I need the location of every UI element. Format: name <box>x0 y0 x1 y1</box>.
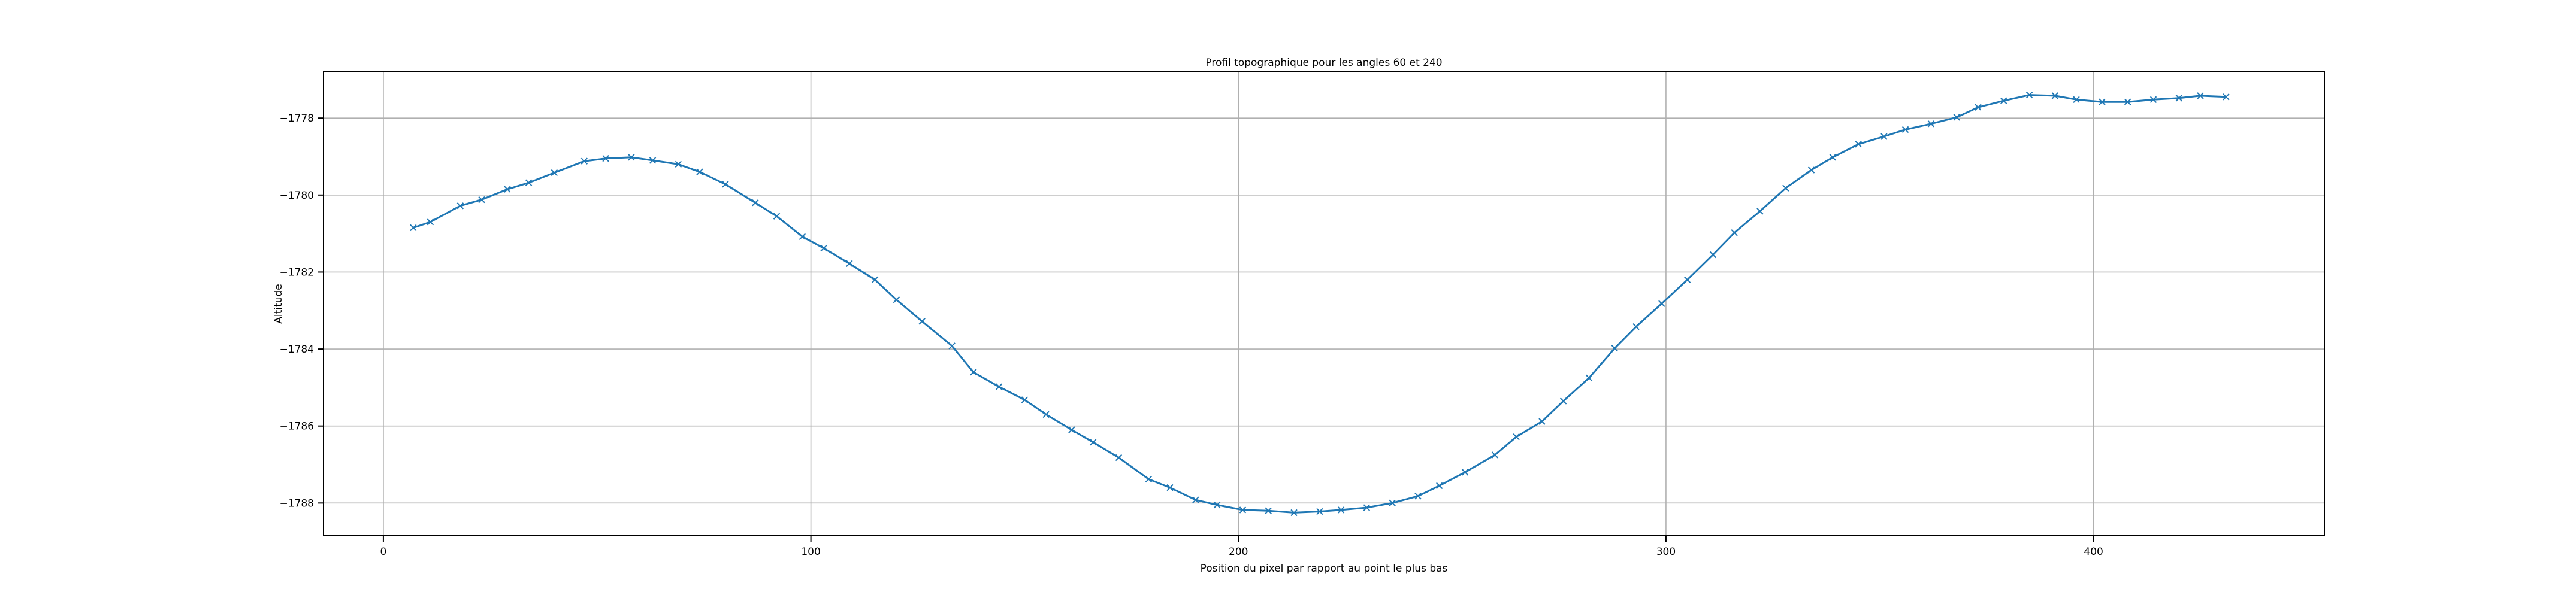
data-point-marker <box>1213 501 1221 509</box>
data-point-marker <box>1068 426 1075 433</box>
x-tick-label: 400 <box>2084 546 2103 558</box>
data-point-marker <box>1363 504 1371 511</box>
data-point-marker <box>1491 451 1499 459</box>
plot-frame <box>323 71 2325 536</box>
data-point-marker <box>1435 482 1443 490</box>
y-tick-label: −1786 <box>279 421 314 433</box>
data-point-marker <box>1089 439 1097 446</box>
data-point-marker <box>722 181 729 188</box>
data-point-marker <box>799 233 806 240</box>
plot-area-background <box>323 72 2324 536</box>
data-point-marker <box>1829 154 1836 161</box>
y-tick-label: −1780 <box>279 190 314 202</box>
data-point-marker <box>2051 92 2059 99</box>
data-point-marker <box>1880 133 1888 140</box>
data-point-marker <box>1166 484 1174 491</box>
data-point-marker <box>1927 120 1935 128</box>
data-point-marker <box>970 368 977 376</box>
data-point-marker <box>602 155 609 162</box>
x-tick-label: 0 <box>380 546 387 558</box>
data-point-marker <box>1513 433 1520 441</box>
data-point-marker <box>1538 418 1546 425</box>
data-point-marker <box>871 276 879 284</box>
data-point-marker <box>1585 374 1593 382</box>
data-point-marker <box>1115 454 1123 462</box>
data-point-marker <box>948 342 956 350</box>
data-point-marker <box>1953 114 1960 121</box>
data-point-marker <box>1316 508 1323 515</box>
grid-lines <box>323 72 2324 536</box>
x-tick-label: 100 <box>801 546 820 558</box>
data-point-marker <box>1389 499 1396 507</box>
data-point-marker <box>427 218 434 226</box>
data-point-marker <box>2124 98 2131 105</box>
data-point-marker <box>1731 229 1738 236</box>
y-tick-label: −1788 <box>279 497 314 509</box>
data-point-marker <box>551 169 558 177</box>
data-point-marker <box>1021 396 1029 403</box>
data-point-marker <box>1337 506 1345 514</box>
data-point-marker <box>1192 496 1199 503</box>
data-point-marker <box>2099 98 2106 105</box>
data-point-marker <box>2149 96 2157 104</box>
data-point-marker <box>580 157 588 165</box>
data-point-marker <box>846 260 853 267</box>
data-point-marker <box>1807 166 1815 174</box>
y-axis-label: Altitude <box>273 284 285 323</box>
data-point-marker <box>504 186 511 193</box>
data-point-marker <box>525 179 533 186</box>
y-tick-label: −1784 <box>279 344 314 356</box>
series-group <box>410 91 2230 517</box>
data-point-marker <box>2175 95 2183 102</box>
y-tick-label: −1778 <box>279 113 314 125</box>
y-tick-label: −1782 <box>279 266 314 278</box>
data-point-marker <box>675 160 682 168</box>
data-point-marker <box>1239 506 1247 514</box>
data-point-marker <box>1756 208 1764 215</box>
x-axis-label: Position du pixel par rapport au point l… <box>1201 563 1448 575</box>
data-point-marker <box>1782 184 1789 192</box>
data-point-marker <box>1901 126 1909 133</box>
data-point-marker <box>918 318 926 325</box>
data-point-marker <box>2073 96 2080 104</box>
data-point-marker <box>2000 97 2007 104</box>
chart-title: Profil topographique pour les angles 60 … <box>1205 57 1442 69</box>
data-point-marker <box>820 244 827 252</box>
data-point-marker <box>995 383 1003 390</box>
data-point-marker <box>1658 300 1665 307</box>
data-point-marker <box>1709 251 1717 259</box>
data-point-marker <box>696 168 703 175</box>
data-point-marker <box>1461 469 1469 476</box>
data-point-marker <box>649 157 657 164</box>
data-point-marker <box>2025 91 2033 99</box>
data-point-marker <box>1683 276 1691 284</box>
data-point-marker <box>1632 323 1640 330</box>
data-point-marker <box>456 202 464 210</box>
data-point-marker <box>893 296 900 303</box>
x-tick-label: 300 <box>1656 546 1676 558</box>
axis-ticks: 0 100 200 300 400 −1788 −1786 −1784 −1782 −1780 −1… <box>279 113 2103 558</box>
data-point-marker <box>1559 397 1567 405</box>
data-point-marker <box>1042 411 1050 418</box>
x-tick-label: 200 <box>1229 546 1248 558</box>
data-point-marker <box>1975 104 1982 111</box>
data-point-marker <box>2197 92 2204 99</box>
data-point-marker <box>1290 509 1298 517</box>
data-point-marker <box>478 196 485 204</box>
data-point-marker <box>752 199 759 207</box>
data-point-marker <box>1414 493 1422 500</box>
data-point-marker <box>628 154 635 161</box>
data-point-marker <box>1611 345 1619 352</box>
data-point-marker <box>1145 475 1153 483</box>
data-point-marker <box>1855 141 1862 148</box>
data-point-marker <box>1265 507 1272 514</box>
data-point-marker <box>2223 93 2230 101</box>
data-point-marker <box>773 213 781 220</box>
data-point-marker <box>410 224 417 232</box>
